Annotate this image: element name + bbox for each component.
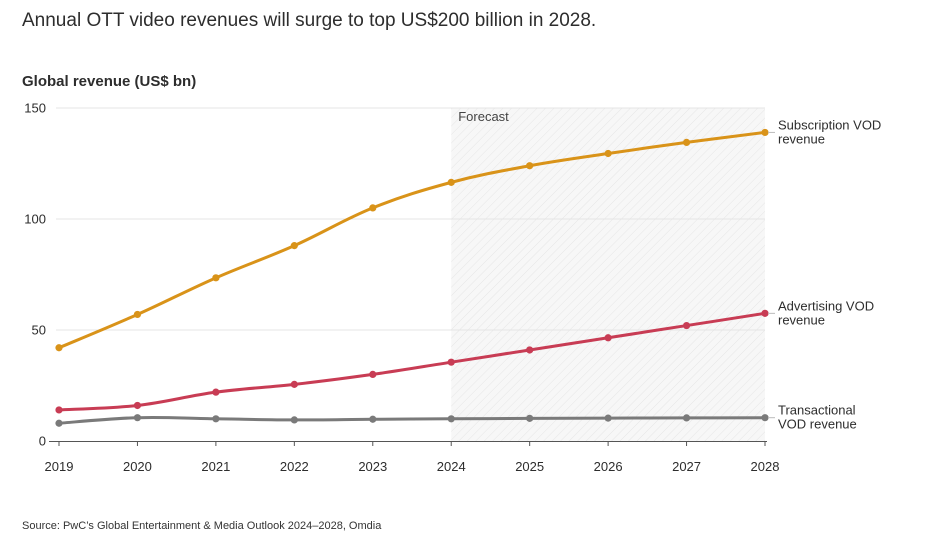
data-point: [55, 419, 63, 427]
y-axis-label: Global revenue (US$ bn): [22, 73, 197, 90]
data-point: [761, 414, 769, 422]
data-point: [526, 346, 534, 354]
data-point: [290, 242, 298, 250]
x-tick-label: 2027: [672, 459, 701, 474]
y-tick-label: 50: [32, 323, 46, 338]
y-tick-label: 150: [24, 101, 46, 116]
series-label-0: Subscription VOD revenue: [778, 117, 881, 146]
forecast-region: [451, 108, 765, 441]
data-point: [761, 128, 769, 137]
data-point: [133, 310, 142, 319]
data-point: [133, 401, 142, 410]
data-point: [447, 178, 455, 186]
y-tick-label: 0: [39, 434, 46, 449]
data-point: [369, 415, 377, 423]
data-point: [212, 388, 220, 396]
series-line-0: [57, 130, 767, 350]
data-point: [682, 321, 691, 330]
data-point: [761, 309, 769, 317]
data-point: [133, 414, 142, 422]
x-tick-label: 2020: [123, 459, 152, 474]
x-tick-label: 2023: [358, 459, 387, 474]
data-point: [447, 358, 455, 366]
data-point: [604, 414, 612, 422]
data-point: [369, 204, 377, 212]
data-point: [290, 380, 298, 388]
data-point: [212, 274, 220, 282]
series-line-1: [57, 311, 767, 412]
data-point: [212, 415, 220, 423]
x-tick-label: 2024: [437, 459, 466, 474]
data-point: [290, 416, 298, 424]
chart-headline: Annual OTT video revenues will surge to …: [22, 10, 597, 31]
data-point: [604, 334, 612, 342]
data-point: [682, 138, 691, 147]
data-point: [526, 414, 534, 422]
x-tick-label: 2025: [515, 459, 544, 474]
series-label-1: Advertising VOD revenue: [778, 298, 874, 327]
x-tick-label: 2026: [594, 459, 623, 474]
y-tick-label: 100: [24, 212, 46, 227]
series-label-2: Transactional VOD revenue: [778, 403, 857, 432]
data-point: [682, 414, 691, 422]
data-point: [604, 149, 612, 158]
data-point: [447, 415, 455, 423]
series-line-2: [57, 415, 767, 425]
source-note: Source: PwC’s Global Entertainment & Med…: [22, 520, 382, 532]
x-tick-label: 2019: [45, 459, 74, 474]
x-tick-label: 2028: [751, 459, 780, 474]
x-tick-label: 2021: [201, 459, 230, 474]
x-tick-label: 2022: [280, 459, 309, 474]
data-point: [55, 406, 63, 414]
data-point: [55, 344, 63, 352]
forecast-label: Forecast: [458, 109, 509, 124]
data-point: [369, 370, 377, 378]
data-point: [526, 162, 534, 170]
